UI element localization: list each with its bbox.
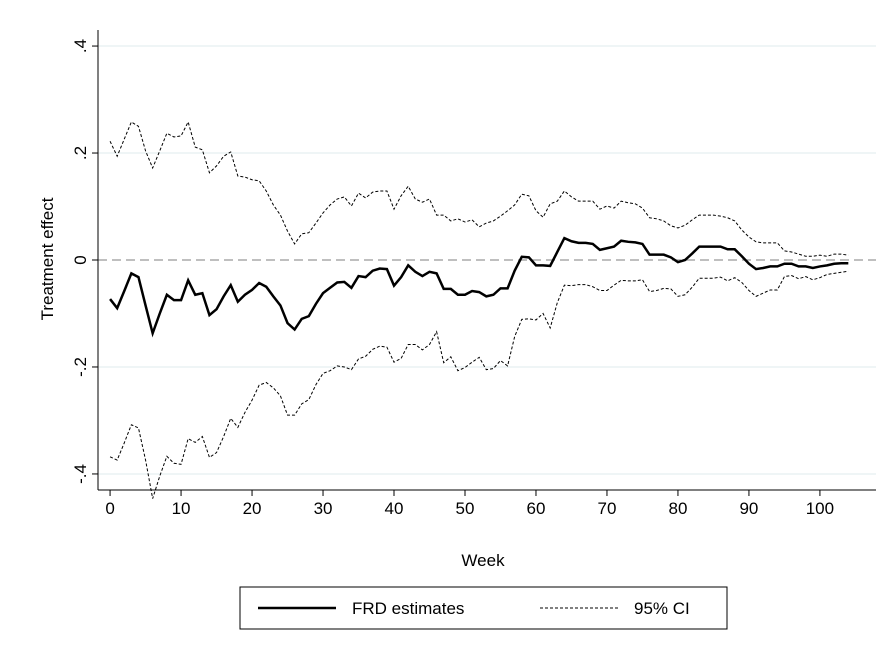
y-tick-label: -.2 bbox=[71, 357, 90, 377]
x-tick-label: 90 bbox=[739, 499, 758, 518]
x-tick-label: 30 bbox=[314, 499, 333, 518]
x-tick-label: 80 bbox=[668, 499, 687, 518]
y-tick-label: -.4 bbox=[71, 464, 90, 484]
legend-label: FRD estimates bbox=[352, 599, 464, 618]
x-tick-label: 40 bbox=[385, 499, 404, 518]
x-tick-label: 50 bbox=[456, 499, 475, 518]
y-axis-title: Treatment effect bbox=[38, 197, 57, 320]
ci-line bbox=[109, 270, 849, 499]
ci-line bbox=[109, 120, 849, 257]
x-tick-label: 0 bbox=[105, 499, 114, 518]
x-tick-label: 70 bbox=[598, 499, 617, 518]
x-tick-label: 100 bbox=[806, 499, 834, 518]
legend-label: 95% CI bbox=[634, 599, 690, 618]
y-tick-label: .2 bbox=[71, 146, 90, 160]
series-line bbox=[109, 236, 849, 338]
x-tick-label: 20 bbox=[243, 499, 262, 518]
y-tick-label: .4 bbox=[71, 39, 90, 53]
x-tick-label: 10 bbox=[172, 499, 191, 518]
x-axis-title: Week bbox=[461, 551, 505, 570]
y-tick-label: 0 bbox=[71, 255, 90, 264]
x-tick-label: 60 bbox=[527, 499, 546, 518]
